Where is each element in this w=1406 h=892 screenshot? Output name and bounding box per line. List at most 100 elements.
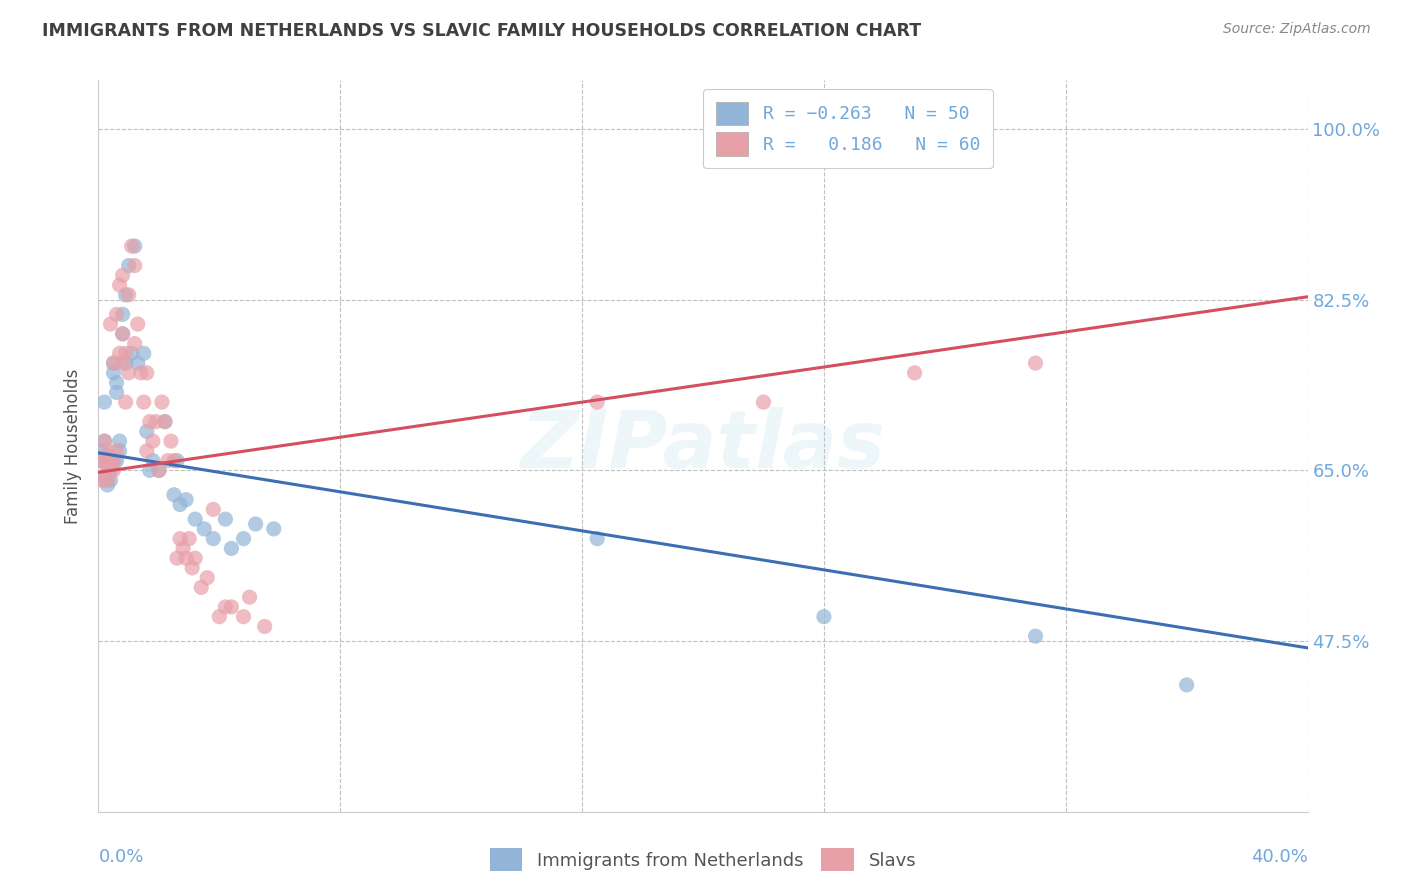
Point (172, 541, 194, 556)
Point (135, 366, 157, 380)
Point (163, 453, 186, 467)
Point (124, 259, 146, 273)
Point (156, 453, 179, 467)
Point (132, 346, 155, 360)
Point (108, 346, 131, 360)
Point (96, 473, 118, 487)
Point (127, 356, 149, 370)
Text: 40.0%: 40.0% (1251, 848, 1308, 866)
Point (118, 288, 141, 302)
Point (93, 473, 115, 487)
Point (114, 288, 136, 302)
Point (93, 395, 115, 409)
Point (121, 346, 143, 360)
Point (1024, 356, 1046, 370)
Point (214, 512, 236, 526)
Point (166, 551, 188, 566)
Legend: Immigrants from Netherlands, Slavs: Immigrants from Netherlands, Slavs (482, 841, 924, 879)
Point (111, 326, 134, 341)
Point (232, 532, 254, 546)
Point (100, 453, 122, 467)
Point (184, 551, 207, 566)
Point (103, 366, 125, 380)
Point (169, 498, 191, 512)
Point (96, 468, 118, 483)
Point (221, 541, 243, 556)
Point (100, 473, 122, 487)
Point (103, 453, 125, 467)
Point (179, 532, 201, 546)
Point (90, 473, 112, 487)
Point (105, 385, 128, 400)
Point (132, 395, 155, 409)
Point (245, 516, 267, 531)
Point (195, 571, 218, 585)
Point (103, 463, 125, 477)
Point (142, 453, 165, 467)
Point (135, 443, 157, 458)
Point (193, 522, 215, 536)
Point (239, 590, 262, 604)
Point (93, 434, 115, 449)
Point (114, 346, 136, 360)
Text: 0.0%: 0.0% (98, 848, 143, 866)
Point (114, 395, 136, 409)
Point (118, 366, 141, 380)
Point (752, 395, 775, 409)
Point (96, 449, 118, 463)
Point (1024, 629, 1046, 643)
Point (142, 434, 165, 449)
Point (127, 317, 149, 331)
Point (174, 551, 197, 566)
Point (111, 268, 134, 283)
Point (90, 453, 112, 467)
Point (100, 317, 122, 331)
Point (105, 453, 128, 467)
Point (160, 434, 183, 449)
Point (90, 443, 112, 458)
Point (96, 458, 118, 473)
Point (100, 453, 122, 467)
Y-axis label: Family Households: Family Households (65, 368, 83, 524)
Point (103, 356, 125, 370)
Point (96, 463, 118, 477)
Point (166, 453, 188, 467)
Text: IMMIGRANTS FROM NETHERLANDS VS SLAVIC FAMILY HOUSEHOLDS CORRELATION CHART: IMMIGRANTS FROM NETHERLANDS VS SLAVIC FA… (42, 22, 921, 40)
Point (135, 425, 157, 439)
Point (129, 366, 152, 380)
Point (221, 599, 243, 614)
Point (139, 463, 162, 477)
Point (103, 453, 125, 467)
Point (105, 307, 128, 321)
Point (114, 356, 136, 370)
Point (96, 478, 118, 492)
Point (124, 239, 146, 253)
Point (93, 434, 115, 449)
Point (163, 488, 186, 502)
Point (105, 443, 128, 458)
Point (169, 532, 191, 546)
Point (214, 599, 236, 614)
Point (96, 443, 118, 458)
Point (139, 415, 162, 429)
Point (118, 259, 141, 273)
Point (111, 307, 134, 321)
Point (202, 502, 225, 516)
Point (100, 463, 122, 477)
Point (93, 453, 115, 467)
Point (208, 609, 231, 624)
Point (202, 532, 225, 546)
Point (124, 336, 146, 351)
Point (103, 356, 125, 370)
Point (108, 443, 131, 458)
Point (90, 453, 112, 467)
Point (145, 415, 167, 429)
Point (105, 376, 128, 390)
Legend: R = −0.263   N = 50, R =   0.186   N = 60: R = −0.263 N = 50, R = 0.186 N = 60 (703, 89, 993, 169)
Point (111, 326, 134, 341)
Point (108, 434, 131, 449)
Point (1175, 678, 1198, 692)
Point (148, 463, 170, 477)
Point (813, 609, 835, 624)
Point (148, 463, 170, 477)
